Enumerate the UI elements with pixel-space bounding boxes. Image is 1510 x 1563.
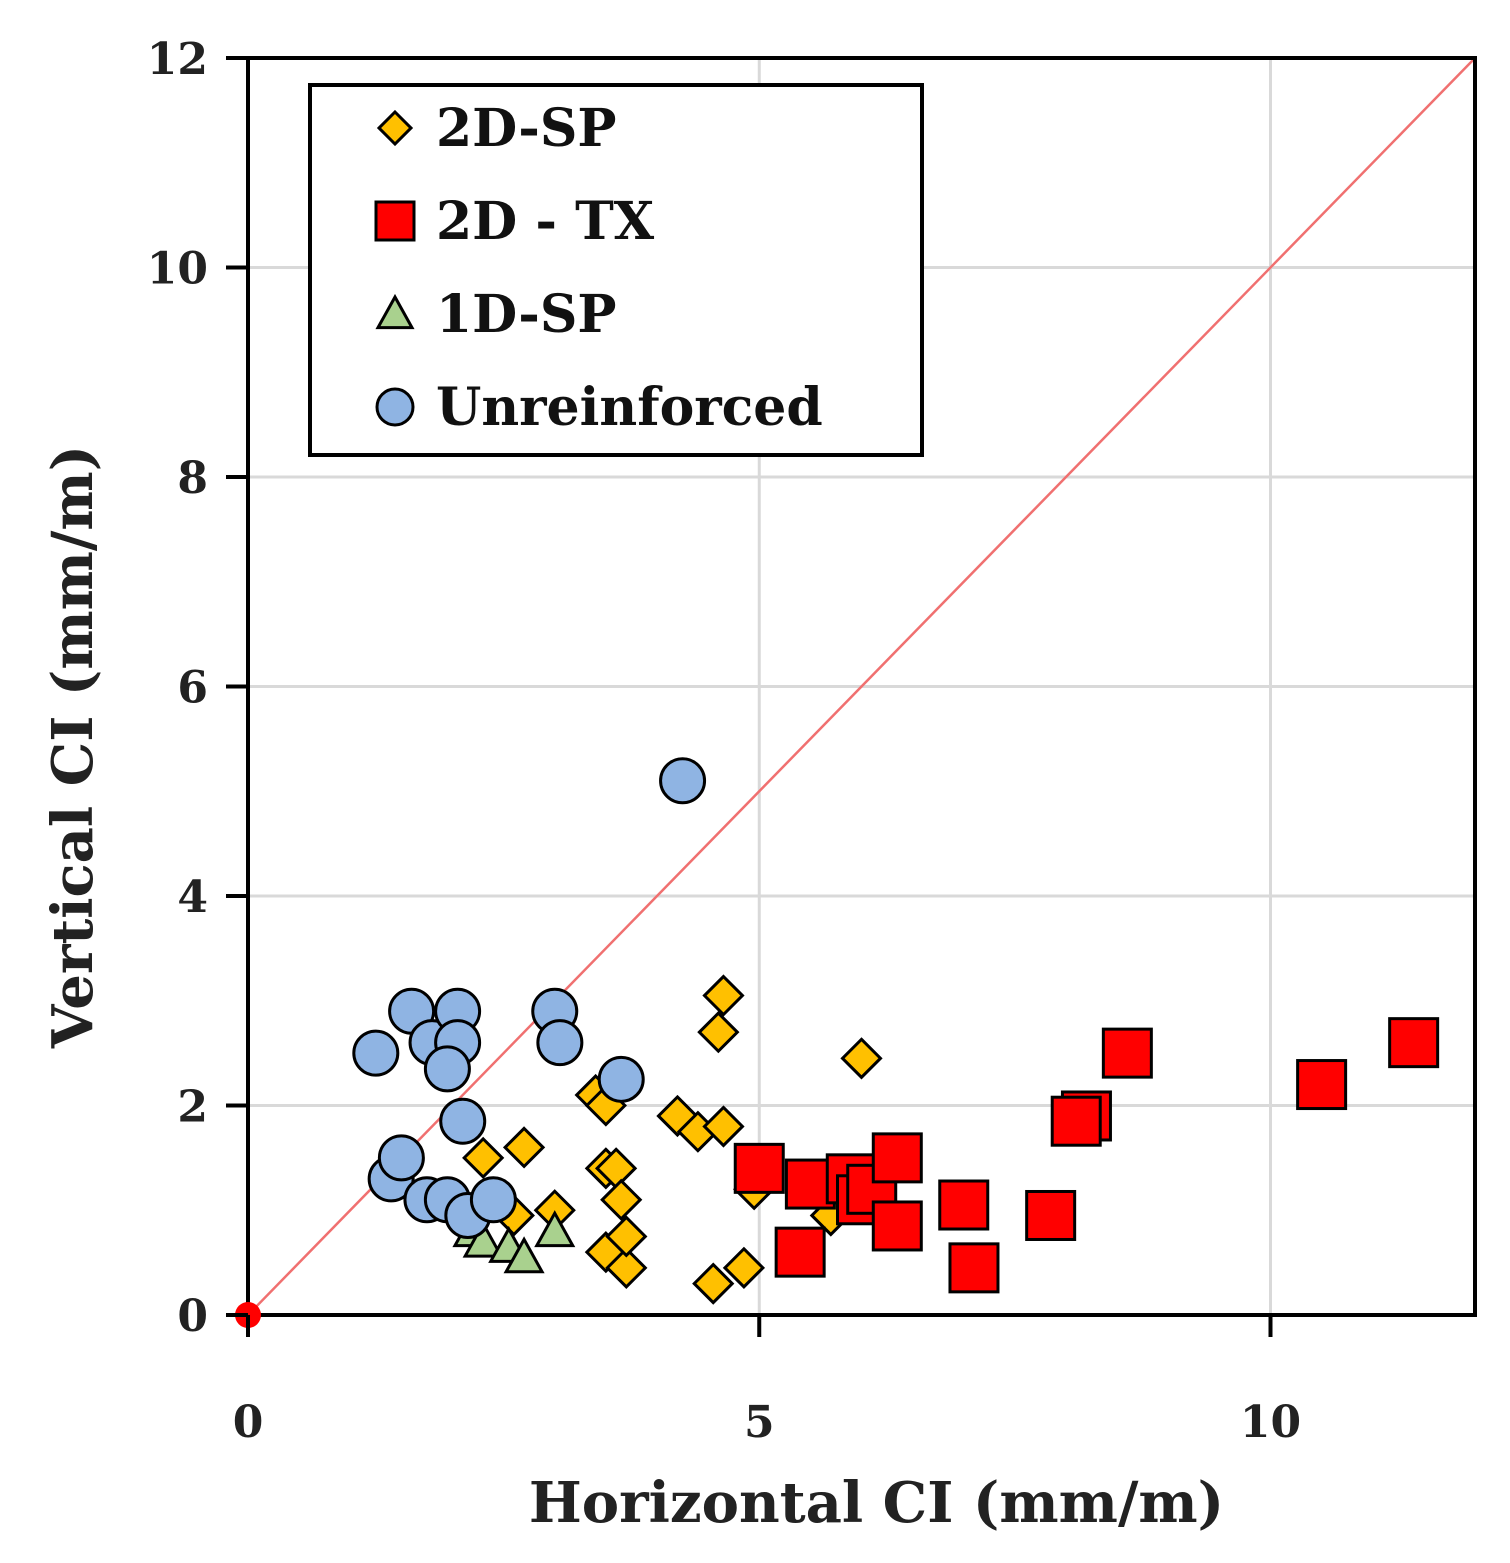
point-diamond-16 (697, 1011, 740, 1054)
x-axis-title: Horizontal CI (mm/m) (529, 1470, 1224, 1536)
point-circle-10 (659, 757, 707, 805)
x-tick-label: 10 (1240, 1397, 1301, 1448)
legend-label: Unreinforced (436, 377, 823, 438)
axis-tick-labels: 0 2 4 6 8 10 12 0 5 10 (147, 34, 1301, 1448)
point-square-2 (774, 1226, 826, 1278)
point-diamond-11 (605, 1215, 648, 1258)
x-tick-label: 5 (744, 1397, 775, 1448)
legend-marker-diamond (376, 109, 414, 147)
legend-entry: 2D - TX (374, 191, 655, 252)
point-diamond-18 (692, 1262, 735, 1305)
y-tick-label: 0 (177, 1291, 208, 1342)
point-diamond-6 (600, 1178, 643, 1221)
legend: 2D-SP 2D - TX 1D-SP Unreinforced (308, 83, 924, 457)
legend-label: 2D - TX (436, 191, 655, 252)
point-circle-16 (469, 1176, 517, 1224)
point-circle-12 (377, 1134, 425, 1182)
point-square-10 (1025, 1189, 1077, 1241)
point-triangle-3 (503, 1236, 545, 1274)
point-circle-9 (597, 1055, 645, 1103)
point-circle-0 (352, 1029, 400, 1077)
legend-label: 1D-SP (436, 284, 616, 345)
point-triangle-4 (534, 1210, 576, 1248)
point-square-15 (1388, 1017, 1440, 1069)
y-tick-label: 4 (177, 872, 208, 923)
point-square-9 (948, 1242, 1000, 1294)
point-square-7 (871, 1200, 923, 1252)
point-square-14 (1296, 1059, 1348, 1111)
point-diamond-17 (840, 1037, 883, 1080)
point-diamond-10 (605, 1246, 648, 1289)
y-tick-label: 12 (147, 34, 208, 85)
point-square-13 (1101, 1027, 1153, 1079)
point-diamond-1 (502, 1126, 546, 1169)
y-tick-label: 2 (177, 1082, 208, 1133)
legend-marker-circle (375, 387, 415, 427)
legend-entry: 1D-SP (375, 284, 616, 345)
point-diamond-0 (462, 1136, 505, 1179)
y-tick-label: 6 (177, 663, 208, 714)
y-tick-label: 10 (147, 244, 208, 295)
series-unreinforced (352, 757, 707, 1239)
point-triangle-1 (462, 1220, 504, 1258)
point-circle-8 (536, 1019, 584, 1067)
point-square-12 (1050, 1095, 1102, 1147)
legend-box (308, 83, 924, 457)
point-square-6 (871, 1132, 923, 1184)
x-tick-label: 0 (233, 1397, 264, 1448)
axis-ticks (226, 56, 1273, 1337)
y-tick-label: 8 (177, 453, 208, 504)
series-2d-tx (733, 1017, 1440, 1294)
data-points (352, 757, 1440, 1305)
point-diamond-15 (702, 974, 745, 1017)
point-circle-5 (423, 1045, 471, 1093)
legend-entry: 2D-SP (376, 98, 616, 159)
point-square-8 (938, 1179, 990, 1231)
point-square-0 (733, 1142, 785, 1194)
series-2d-sp (462, 974, 883, 1305)
legend-entry: Unreinforced (375, 377, 823, 438)
legend-entries: 2D-SP 2D - TX 1D-SP Unreinforced (374, 98, 823, 438)
legend-label: 2D-SP (436, 98, 616, 159)
legend-marker-square (374, 200, 416, 242)
point-circle-6 (439, 1097, 487, 1145)
point-diamond-19 (722, 1246, 766, 1289)
point-diamond-14 (702, 1105, 745, 1148)
legend-marker-triangle (375, 293, 415, 330)
y-axis-title: Vertical CI (mm/m) (40, 445, 106, 1049)
